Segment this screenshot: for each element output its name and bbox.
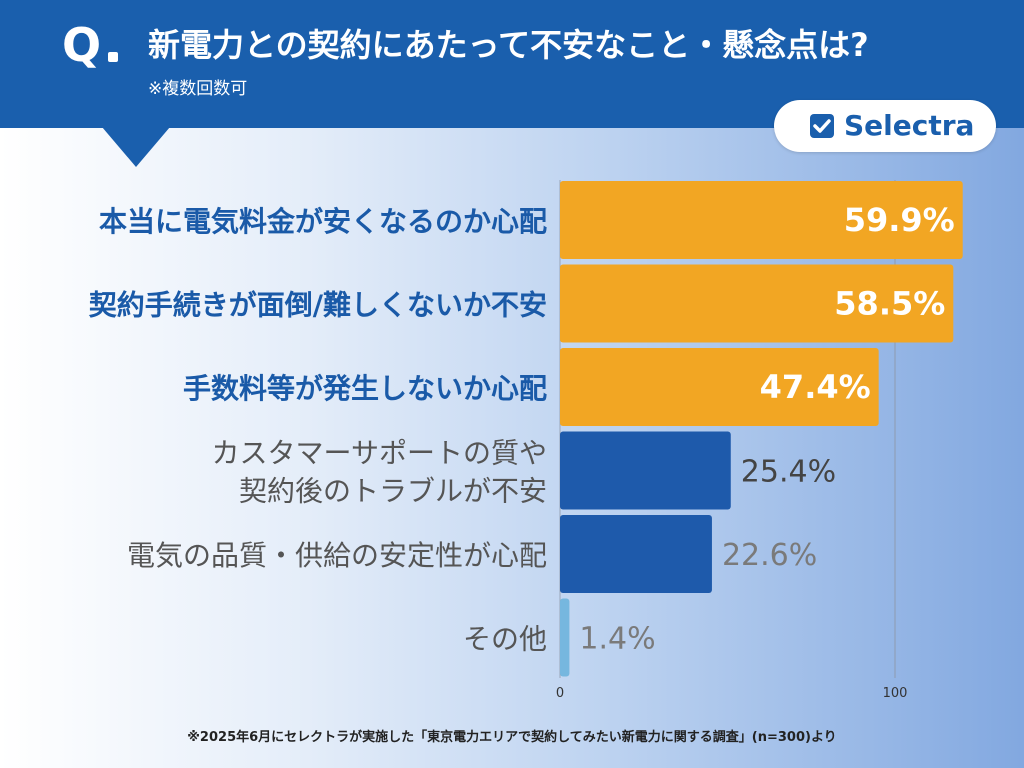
question-note: ※複数回数可 <box>148 79 248 99</box>
question-mark-letter: Q <box>62 18 102 72</box>
check-icon <box>810 114 834 138</box>
value-label: 25.4% <box>741 455 836 490</box>
bar <box>560 598 570 677</box>
logo-text: Selectra <box>844 109 975 142</box>
header-pointer <box>102 127 170 167</box>
x-tick-label: 100 <box>883 686 908 701</box>
bar <box>560 264 954 343</box>
x-tick-label: 0 <box>556 686 564 701</box>
bar <box>560 515 712 593</box>
category-label: カスタマーサポートの質や <box>212 437 547 470</box>
value-label: 59.9% <box>844 201 955 239</box>
category-label: 契約後のトラブルが不安 <box>239 475 547 508</box>
category-label: 契約手続きが面倒/難しくないか不安 <box>89 289 547 322</box>
value-label: 58.5% <box>834 285 945 323</box>
bar <box>560 181 963 259</box>
category-label: 手数料等が発生しないか心配 <box>183 372 547 405</box>
category-label: その他 <box>463 623 547 656</box>
selectra-logo: Selectra <box>774 100 996 152</box>
category-label: 本当に電気料金が安くなるのか心配 <box>99 205 547 238</box>
bar-chart: 0 100 59.9% 本当に電気料金が安くなるのか心配 58.5% 契約手続きが面倒/難… <box>89 180 963 701</box>
value-label: 1.4% <box>579 622 655 657</box>
question-mark-dot <box>108 52 118 62</box>
value-label: 47.4% <box>760 368 871 406</box>
category-label: 電気の品質・供給の安定性が心配 <box>127 539 547 572</box>
value-label: 22.6% <box>722 538 817 573</box>
bar <box>560 431 731 510</box>
question-title: 新電力との契約にあたって不安なこと・懸念点は? <box>148 26 869 64</box>
footnote: ※2025年6月にセレクトラが実施した「東京電力エリアで契約してみたい新電力に関… <box>187 730 837 745</box>
bar <box>560 348 879 426</box>
